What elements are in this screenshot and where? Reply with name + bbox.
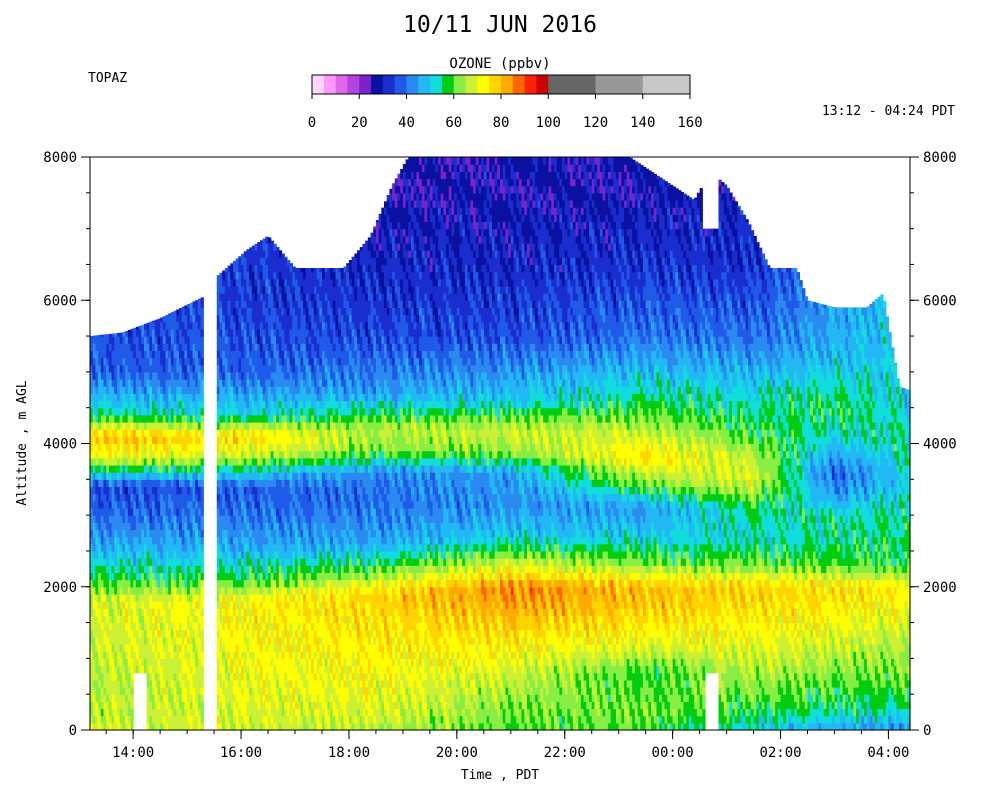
heatmap-cell: [130, 680, 133, 688]
heatmap-cell: [130, 687, 133, 695]
colorbar-bin-15: [489, 75, 501, 94]
heatmap-cell: [130, 709, 133, 717]
colorbar-tick-label: 160: [677, 115, 702, 131]
colorbar-bin-7: [395, 75, 407, 94]
colorbar-bin-0: [312, 75, 324, 94]
heatmap-cell: [130, 716, 133, 724]
colorbar-bin-17: [513, 75, 525, 94]
colorbar-bin-3: [347, 75, 359, 94]
chart-title: 10/11 JUN 2016: [403, 12, 597, 38]
colorbar-tick-label: 20: [351, 115, 368, 131]
colorbar-bin-10: [430, 75, 442, 94]
colorbar-bin-1: [324, 75, 336, 94]
colorbar-tick-label: 120: [583, 115, 608, 131]
chart-svg: 10/11 JUN 2016 TOPAZ 13:12 - 04:24 PDT O…: [0, 0, 1000, 800]
ozone-curtain-figure: 10/11 JUN 2016 TOPAZ 13:12 - 04:24 PDT O…: [0, 0, 1000, 800]
colorbar: [312, 75, 690, 94]
colorbar-bin-22: [643, 75, 691, 94]
colorbar-tick-label: 0: [308, 115, 316, 131]
colorbar-tick-label: 40: [398, 115, 415, 131]
colorbar-bin-4: [359, 75, 371, 94]
colorbar-bin-11: [442, 75, 454, 94]
colorbar-bin-9: [418, 75, 430, 94]
colorbar-tick-label: 60: [445, 115, 462, 131]
colorbar-bin-2: [336, 75, 348, 94]
colorbar-bin-12: [454, 75, 466, 94]
colorbar-bin-13: [466, 75, 478, 94]
ozone-heatmap: [90, 157, 911, 731]
heatmap-cell: [130, 694, 133, 702]
heatmap-cell: [130, 701, 133, 709]
colorbar-title: OZONE (ppbv): [449, 56, 550, 72]
heatmap-cell: [130, 723, 133, 731]
colorbar-bin-8: [407, 75, 419, 94]
colorbar-tick-label: 140: [630, 115, 655, 131]
colorbar-bin-14: [477, 75, 489, 94]
colorbar-tick-label: 80: [493, 115, 510, 131]
colorbar-bin-5: [371, 75, 383, 94]
colorbar-tick-label: 100: [536, 115, 561, 131]
colorbar-bin-16: [501, 75, 513, 94]
colorbar-tick-labels: 0 20 40 60 80 100 120 140 160: [308, 94, 703, 131]
colorbar-bin-20: [548, 75, 596, 94]
colorbar-bin-6: [383, 75, 395, 94]
colorbar-bin-21: [596, 75, 644, 94]
time-range-label: 13:12 - 04:24 PDT: [822, 104, 955, 119]
colorbar-bin-19: [536, 75, 548, 94]
heatmap-cell: [130, 673, 133, 681]
colorbar-bin-18: [525, 75, 537, 94]
instrument-label: TOPAZ: [88, 71, 127, 86]
